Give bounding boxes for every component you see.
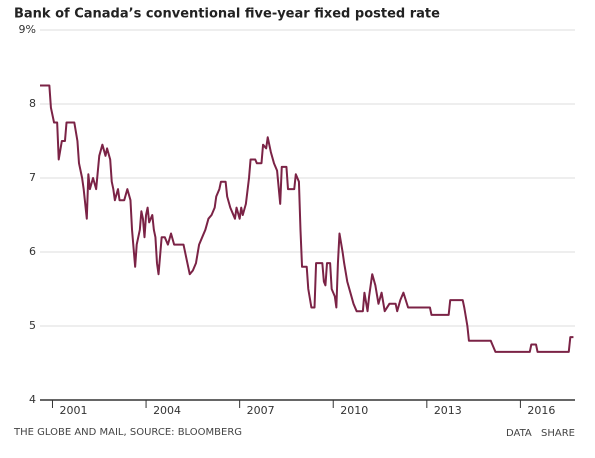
x-tick-label: 2001 (59, 404, 87, 417)
rate-line (40, 84, 574, 353)
y-tick-label: 6 (29, 245, 36, 258)
y-tick-label: 7 (29, 171, 36, 184)
source-note: THE GLOBE AND MAIL, SOURCE: BLOOMBERG (13, 427, 242, 438)
y-tick-label: 8 (29, 97, 36, 110)
chart-title: Bank of Canada’s conventional five-year … (14, 7, 440, 22)
x-tick-label: 2007 (247, 404, 275, 417)
x-tick-label: 2016 (527, 404, 555, 417)
y-tick-label: 5 (29, 319, 36, 332)
data-link[interactable]: DATA (506, 428, 532, 439)
y-tick-label: 4 (29, 393, 36, 406)
x-tick-label: 2013 (434, 404, 462, 417)
x-tick-label: 2010 (340, 404, 368, 417)
y-tick-label: 9% (19, 23, 36, 36)
x-tick-label: 2004 (153, 404, 181, 417)
share-link[interactable]: SHARE (541, 428, 575, 439)
